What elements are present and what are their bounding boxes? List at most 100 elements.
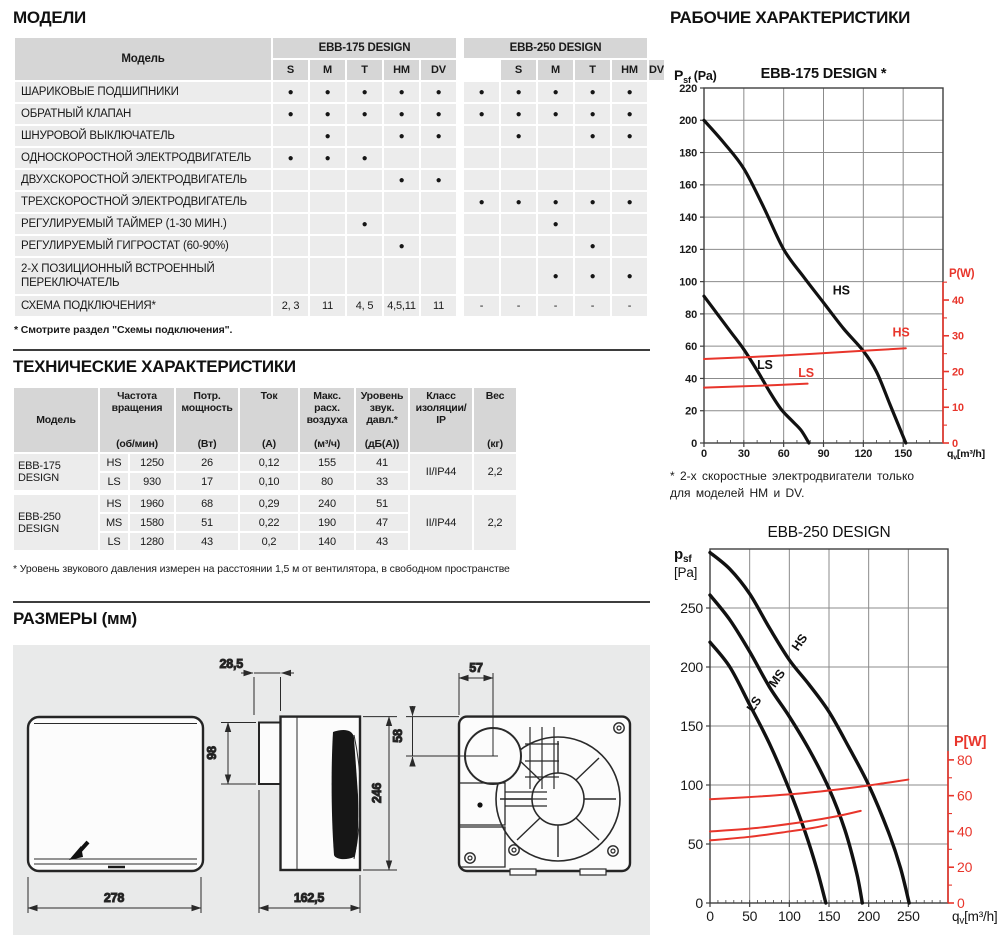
feature-label: СХЕМА ПОДКЛЮЧЕНИЯ*: [15, 296, 271, 316]
dot-cell: ●: [464, 104, 499, 124]
y-tick-label: 0: [695, 895, 703, 911]
power-tick-label: 60: [957, 788, 973, 804]
spec-value-cell: 26: [176, 454, 238, 471]
dot-cell: ●: [612, 104, 647, 124]
curve-label-hs: HS: [833, 284, 850, 298]
empty-cell: [501, 258, 536, 294]
models-footnote: * Смотрите раздел "Схемы подключения".: [14, 324, 233, 336]
dot-cell: ●: [612, 82, 647, 102]
weight-cell: 2,2: [474, 495, 516, 550]
dim-label-278: 278: [104, 891, 125, 905]
empty-cell: [421, 148, 456, 168]
dot-cell: ●: [347, 104, 382, 124]
spec-value-cell: 68: [176, 495, 238, 512]
spec-value-cell: 0,22: [240, 514, 298, 531]
y-tick-label: 220: [679, 83, 697, 95]
dot-cell: ●: [273, 104, 308, 124]
dot-cell: ●: [538, 258, 573, 294]
cable-entry-dot: [477, 802, 483, 808]
working-section-title: РАБОЧИЕ ХАРАКТЕРИСТИКИ: [670, 8, 911, 27]
tech-col-header: Уровень звук. давл.* (дБ(А)): [356, 388, 408, 452]
curve-hs: [708, 550, 911, 905]
group-gap: [458, 126, 462, 146]
value-cell: -: [538, 296, 573, 316]
subcol-header-hm: HM: [612, 60, 647, 80]
feature-label: ОБРАТНЫЙ КЛАПАН: [15, 104, 271, 124]
empty-cell: [347, 236, 382, 256]
spec-value-cell: 0,2: [240, 533, 298, 550]
tech-col-unit: (дБ(А)): [364, 438, 400, 450]
empty-cell: [310, 258, 345, 294]
feature-label: ОДНОСКОРОСТНОЙ ЭЛЕКТРОДВИГАТЕЛЬ: [15, 148, 271, 168]
dot-cell: ●: [501, 192, 536, 212]
insulation-cell: II/IP44: [410, 454, 472, 490]
dot-cell: ●: [384, 126, 419, 146]
spec-value-cell: 17: [176, 473, 238, 490]
table-row: ДВУХСКОРОСТНОЙ ЭЛЕКТРОДВИГАТЕЛЬ ● ●: [15, 170, 664, 190]
empty-cell: [501, 214, 536, 234]
chart-title: EBB-250 DESIGN: [768, 524, 891, 541]
value-cell: 2, 3: [273, 296, 308, 316]
feature-label: 2-Х ПОЗИЦИОННЫЙ ВСТРОЕННЫЙ ПЕРЕКЛЮЧАТЕЛЬ: [15, 258, 271, 294]
group-gap: [458, 38, 462, 80]
value-cell: 11: [421, 296, 456, 316]
dot-cell: ●: [575, 104, 610, 124]
empty-cell: [612, 236, 647, 256]
dot-cell: ●: [310, 104, 345, 124]
dot-cell: ●: [575, 236, 610, 256]
empty-cell: [501, 236, 536, 256]
table-row: LS 1280 43 0,2 140 43: [14, 533, 516, 550]
dot-cell: ●: [612, 126, 647, 146]
y-tick-label: 100: [680, 777, 703, 793]
weight-cell: 2,2: [474, 454, 516, 490]
spec-value-cell: 155: [300, 454, 354, 471]
spec-value-cell: 1960: [130, 495, 174, 512]
dot-cell: ●: [347, 148, 382, 168]
empty-cell: [273, 258, 308, 294]
empty-cell: [575, 148, 610, 168]
group-gap: [464, 60, 499, 80]
dot-cell: ●: [612, 258, 647, 294]
spec-value-cell: 41: [356, 454, 408, 471]
group-gap: [458, 296, 462, 316]
chart-title: EBB-175 DESIGN *: [761, 66, 887, 82]
power-axis-title: P[W]: [954, 734, 987, 750]
empty-cell: [273, 192, 308, 212]
curve-ms: [708, 593, 865, 905]
speed-cell: LS: [100, 533, 128, 550]
empty-cell: [347, 170, 382, 190]
curve-label-hs: HS: [893, 326, 910, 340]
model-name-cell: EBB-175 DESIGN: [14, 454, 98, 490]
empty-cell: [538, 170, 573, 190]
table-row: LS 930 17 0,10 80 33: [14, 473, 516, 490]
spec-value-cell: 140: [300, 533, 354, 550]
dot-cell: ●: [575, 258, 610, 294]
dot-cell: ●: [575, 126, 610, 146]
volute-outline: [495, 736, 621, 862]
dot-cell: ●: [273, 82, 308, 102]
subcol-header-s: S: [273, 60, 308, 80]
tech-col-label: Потр. мощность: [181, 390, 233, 414]
value-cell: 11: [310, 296, 345, 316]
bracket-grid: [525, 727, 559, 789]
section-divider: [13, 349, 650, 351]
x-tick-label: 150: [894, 448, 912, 460]
empty-cell: [612, 214, 647, 234]
dot-cell: ●: [310, 82, 345, 102]
tech-col-header: Класс изоляции/ IP: [410, 388, 472, 452]
dim-57: 57: [458, 661, 494, 756]
front-view: [26, 715, 205, 873]
y-tick-label: 180: [679, 147, 697, 159]
dot-cell: ●: [310, 126, 345, 146]
tech-col-unit: (А): [262, 438, 276, 450]
dot-cell: ●: [538, 192, 573, 212]
insulation-cell: II/IP44: [410, 495, 472, 550]
y-tick-label: 20: [685, 406, 697, 418]
subcol-header-dv: DV: [649, 60, 664, 80]
tech-header-row: Модель Частота вращения (об/мин) Потр. мощн…: [14, 388, 516, 452]
dimensions-drawing-panel: 278 28,5 98 246 162,5: [13, 645, 650, 935]
empty-cell: [538, 126, 573, 146]
spec-value-cell: 1250: [130, 454, 174, 471]
